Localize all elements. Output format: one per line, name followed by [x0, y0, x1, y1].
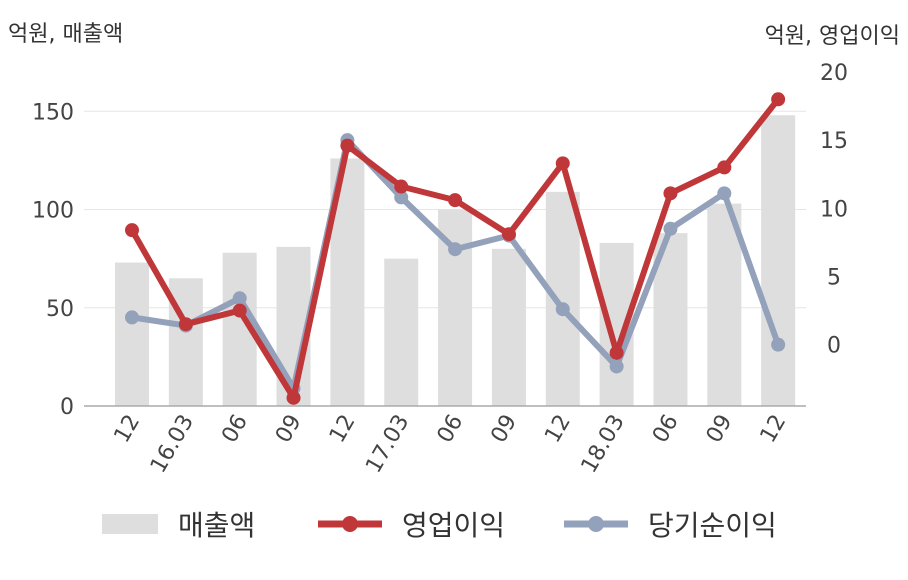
- point-operating-profit: [663, 186, 678, 201]
- legend-item-net-income: 당기순이익: [564, 504, 777, 544]
- left-tick-label: 0: [60, 395, 74, 420]
- point-net-income: [125, 310, 139, 325]
- point-net-income: [609, 359, 624, 374]
- right-axis-unit: 억원, 영업이익: [764, 24, 900, 49]
- x-tick-label: 12: [756, 411, 792, 448]
- point-operating-profit: [609, 345, 624, 360]
- x-tick-label: 12: [110, 411, 146, 448]
- legend-swatch-net-income: [564, 516, 628, 532]
- left-tick-label: 50: [46, 297, 74, 322]
- left-tick-label: 100: [32, 199, 74, 224]
- right-tick-label: 5: [827, 265, 841, 290]
- legend-swatch-sales: [102, 514, 158, 534]
- bar-sales: [545, 191, 580, 406]
- x-tick-label: 06: [433, 411, 469, 448]
- bar-sales: [761, 115, 796, 407]
- legend-swatch-operating-profit: [318, 516, 382, 532]
- x-tick-label: 12: [325, 411, 361, 448]
- right-tick-label: 0: [827, 334, 841, 359]
- left-axis-unit: 억원, 매출액: [8, 22, 124, 47]
- point-operating-profit: [394, 179, 409, 194]
- x-tick-label: 09: [702, 411, 738, 448]
- right-tick-label: 10: [820, 197, 848, 222]
- point-net-income: [394, 190, 409, 205]
- point-operating-profit: [232, 303, 247, 318]
- legend-item-sales: 매출액: [102, 504, 255, 544]
- point-operating-profit: [340, 138, 355, 153]
- left-tick-label: 150: [32, 100, 74, 125]
- legend-label-sales: 매출액: [178, 509, 256, 542]
- point-operating-profit: [555, 156, 570, 171]
- bar-series: [115, 115, 796, 407]
- right-tick-label: 15: [820, 129, 848, 154]
- bar-sales: [491, 248, 526, 406]
- point-net-income: [448, 242, 463, 257]
- right-tick-label: 20: [820, 61, 848, 86]
- x-tick-label: 09: [271, 411, 307, 448]
- legend-label-operating-profit: 영업이익: [402, 509, 506, 542]
- bar-sales: [384, 258, 419, 406]
- point-operating-profit: [125, 223, 139, 238]
- x-tick-label: 06: [217, 411, 253, 448]
- point-operating-profit: [286, 390, 301, 405]
- x-tick-label: 06: [648, 411, 684, 448]
- point-net-income: [663, 221, 678, 236]
- line-series: [125, 92, 786, 405]
- left-axis-ticks: 0 50 100 150: [32, 100, 74, 420]
- point-operating-profit: [178, 317, 193, 332]
- point-net-income: [555, 302, 570, 317]
- x-tick-label: 16.03: [146, 411, 199, 478]
- x-axis-ticks: 12 16.03 06 09 12 17.03 06 09 12 18.03 06 09 12: [110, 411, 792, 478]
- legend: 매출액 영업이익 당기순이익: [0, 504, 908, 544]
- legend-item-operating-profit: 영업이익: [318, 504, 505, 544]
- right-axis-ticks: 0 5 10 15 20: [820, 61, 848, 359]
- bar-sales: [707, 203, 742, 406]
- point-net-income: [717, 186, 732, 201]
- x-tick-label: 12: [540, 411, 576, 448]
- point-operating-profit: [717, 160, 732, 175]
- x-tick-label: 09: [486, 411, 522, 448]
- point-net-income: [232, 291, 247, 306]
- point-operating-profit: [501, 227, 516, 242]
- point-operating-profit: [448, 193, 463, 208]
- point-net-income: [771, 337, 786, 352]
- bar-sales: [115, 262, 149, 406]
- x-tick-label: 17.03: [361, 411, 414, 478]
- legend-label-net-income: 당기순이익: [648, 509, 777, 542]
- x-tick-label: 18.03: [577, 411, 630, 478]
- point-operating-profit: [771, 92, 786, 107]
